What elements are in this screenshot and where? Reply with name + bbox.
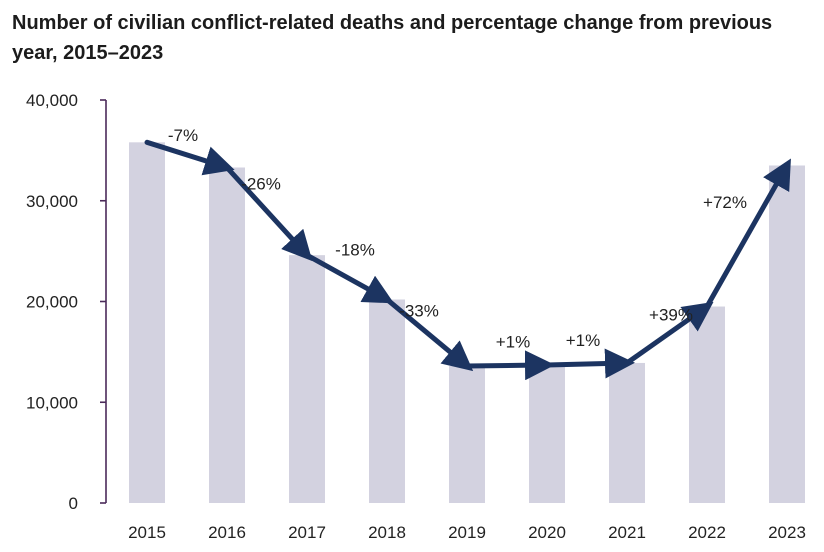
- change-labels: -7% -26% -18% -33% +1% +1% +39% +72%: [168, 126, 747, 352]
- y-tick-label: 10,000: [26, 393, 78, 412]
- x-tick-label: 2019: [448, 523, 486, 542]
- trend-arrow-2022: [624, 301, 714, 366]
- x-tick-label: 2021: [608, 523, 646, 542]
- y-tick-label: 20,000: [26, 293, 78, 312]
- bar-2019: [449, 365, 485, 503]
- bar-2023: [769, 165, 805, 504]
- change-label: +72%: [703, 193, 747, 212]
- bar-2015: [129, 142, 165, 503]
- bar-2018: [369, 299, 405, 503]
- y-axis: [100, 99, 107, 504]
- x-tick-label: 2020: [528, 523, 566, 542]
- trend-arrow-2021: [544, 348, 635, 379]
- trend-arrow-2023: [704, 158, 791, 310]
- x-tick-labels: 2015 2016 2017 2018 2019 2020 2021 2022 2023: [128, 523, 806, 542]
- x-tick-label: 2015: [128, 523, 166, 542]
- trend-arrow-2016: [144, 139, 235, 176]
- x-tick-label: 2022: [688, 523, 726, 542]
- bar-2021: [609, 362, 645, 503]
- change-label: -7%: [168, 126, 198, 145]
- change-label: +39%: [649, 306, 693, 325]
- trend-line-layer: [144, 139, 791, 381]
- bar-2016: [209, 167, 245, 503]
- x-tick-label: 2018: [368, 523, 406, 542]
- bars-layer: [129, 142, 805, 504]
- y-tick-label: 0: [69, 494, 78, 513]
- x-tick-label: 2023: [768, 523, 806, 542]
- change-label: -33%: [399, 302, 439, 321]
- change-label: -26%: [241, 174, 281, 193]
- chart-title: Number of civilian conflict-related deat…: [12, 12, 773, 64]
- trend-arrow-2018: [304, 252, 394, 304]
- x-tick-label: 2017: [288, 523, 326, 542]
- trend-arrow-2017: [224, 165, 313, 262]
- bar-2022: [689, 306, 725, 503]
- trend-arrow-2020: [464, 350, 555, 381]
- change-label: -18%: [335, 240, 375, 259]
- y-tick-label: 30,000: [26, 192, 78, 211]
- y-tick-labels: 0 10,000 20,000 30,000 40,000: [26, 91, 78, 513]
- y-tick-label: 40,000: [26, 91, 78, 110]
- change-label: +1%: [496, 332, 531, 351]
- trend-arrow-2019: [384, 296, 474, 372]
- bar-2017: [289, 255, 325, 503]
- x-tick-label: 2016: [208, 523, 246, 542]
- change-label: +1%: [566, 331, 601, 350]
- bar-2020: [529, 364, 565, 503]
